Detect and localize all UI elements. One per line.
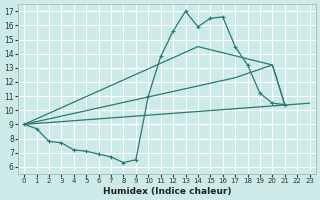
X-axis label: Humidex (Indice chaleur): Humidex (Indice chaleur) (103, 187, 231, 196)
